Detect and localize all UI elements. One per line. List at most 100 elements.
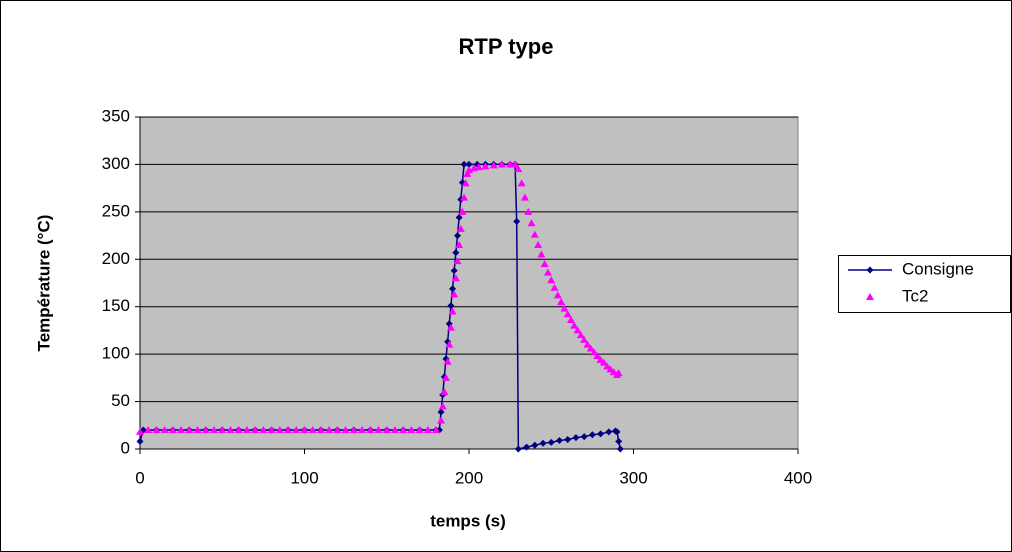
- triangle-marker: [453, 257, 462, 265]
- triangle-marker: [448, 307, 457, 315]
- triangle-marker: [333, 426, 342, 434]
- triangle-marker: [308, 426, 317, 434]
- diamond-marker: [572, 434, 580, 442]
- triangle-marker: [275, 426, 284, 434]
- triangle-marker: [441, 373, 450, 381]
- diamond-marker: [616, 445, 624, 453]
- triangle-marker: [251, 426, 260, 434]
- triangle-marker: [445, 340, 454, 348]
- triangle-marker: [226, 426, 235, 434]
- triangle-marker: [553, 291, 562, 299]
- triangle-marker: [325, 426, 334, 434]
- diamond-marker: [597, 430, 605, 438]
- triangle-marker: [465, 166, 473, 174]
- diamond-marker: [523, 443, 531, 451]
- triangle-marker: [152, 426, 161, 434]
- triangle-marker: [573, 326, 582, 334]
- triangle-marker: [136, 427, 144, 435]
- x-tick-label: 0: [135, 468, 144, 487]
- triangle-marker: [259, 426, 268, 434]
- y-axis-label: Température (°C): [34, 215, 53, 352]
- triangle-marker: [234, 426, 243, 434]
- diamond-marker: [460, 160, 468, 168]
- triangle-marker: [177, 426, 186, 434]
- triangle-marker: [563, 310, 572, 318]
- triangle-marker: [415, 426, 424, 434]
- triangle-marker: [349, 426, 358, 434]
- triangle-marker: [292, 426, 301, 434]
- y-tick-label: 200: [102, 249, 130, 268]
- triangle-marker: [382, 426, 391, 434]
- x-tick-label: 400: [784, 468, 812, 487]
- diamond-marker: [605, 428, 613, 436]
- triangle-marker: [201, 426, 210, 434]
- triangle-marker: [593, 352, 602, 360]
- triangle-marker: [316, 426, 325, 434]
- triangle-marker: [520, 193, 529, 201]
- triangle-marker: [530, 230, 539, 238]
- triangle-marker: [543, 268, 552, 276]
- triangle-marker: [242, 426, 251, 434]
- triangle-marker: [560, 304, 569, 312]
- triangle-marker: [399, 426, 408, 434]
- triangle-marker: [586, 344, 595, 352]
- diamond-marker: [564, 436, 572, 444]
- x-axis-label: temps (s): [430, 511, 506, 530]
- triangle-marker: [599, 358, 608, 366]
- triangle-marker: [144, 426, 153, 434]
- chart-title: RTP type: [459, 34, 554, 59]
- triangle-marker: [460, 193, 469, 201]
- triangle-marker: [481, 162, 490, 170]
- diamond-marker: [455, 214, 463, 222]
- triangle-marker: [160, 426, 169, 434]
- diamond-marker: [465, 160, 473, 168]
- triangle-marker: [517, 179, 526, 187]
- triangle-marker: [210, 426, 219, 434]
- triangle-marker: [514, 165, 523, 173]
- y-tick-label: 250: [102, 201, 130, 220]
- triangle-marker: [537, 250, 546, 258]
- diamond-marker: [615, 437, 623, 445]
- triangle-marker: [540, 260, 549, 268]
- triangle-marker: [557, 297, 566, 305]
- triangle-marker: [407, 426, 416, 434]
- triangle-marker: [511, 160, 520, 168]
- triangle-marker: [446, 323, 455, 331]
- diamond-marker: [588, 431, 596, 439]
- triangle-marker: [437, 416, 446, 424]
- y-tick-label: 150: [102, 296, 130, 315]
- diamond-marker: [555, 436, 563, 444]
- triangle-marker: [550, 283, 559, 291]
- diamond-marker: [453, 232, 461, 240]
- legend-label: Consigne: [902, 259, 974, 278]
- y-tick-label: 300: [102, 154, 130, 173]
- triangle-marker: [547, 276, 556, 284]
- triangle-marker: [284, 426, 293, 434]
- diamond-marker: [450, 267, 458, 275]
- triangle-marker: [168, 426, 177, 434]
- legend-marker: [866, 266, 874, 274]
- triangle-marker: [489, 161, 498, 169]
- diamond-marker: [136, 437, 144, 445]
- y-tick-label: 50: [111, 391, 130, 410]
- triangle-marker: [455, 241, 464, 249]
- legend-box: [838, 255, 1011, 313]
- diamond-marker: [547, 438, 555, 446]
- triangle-marker: [267, 426, 276, 434]
- diamond-marker: [531, 441, 539, 449]
- triangle-marker: [438, 402, 447, 410]
- triangle-marker: [590, 348, 599, 356]
- triangle-marker: [374, 426, 383, 434]
- diamond-marker: [613, 428, 621, 436]
- diamond-marker: [580, 433, 588, 441]
- triangle-marker: [185, 426, 194, 434]
- diamond-marker: [514, 445, 522, 453]
- triangle-marker: [534, 241, 543, 249]
- triangle-marker: [450, 290, 459, 298]
- triangle-marker: [432, 426, 441, 434]
- triangle-marker: [497, 160, 506, 168]
- legend-label: Tc2: [902, 286, 928, 305]
- triangle-marker: [527, 219, 536, 227]
- triangle-marker: [440, 388, 449, 396]
